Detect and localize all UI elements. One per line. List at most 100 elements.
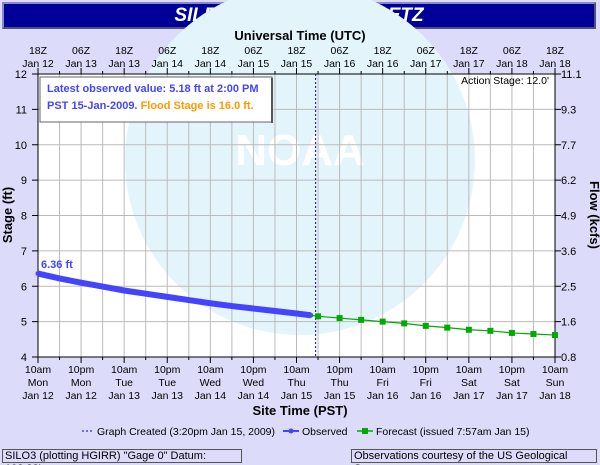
top-tick-label: 06Z	[417, 45, 436, 57]
observed-point	[100, 284, 106, 290]
y-tick-label: 8	[21, 211, 27, 223]
bottom-tick-label: Mon	[71, 377, 92, 389]
top-tick-label: Jan 16	[324, 58, 356, 70]
observed-point	[143, 291, 149, 297]
legend-observed: Observed	[302, 426, 348, 438]
top-tick-label: 18Z	[115, 45, 134, 57]
top-tick-label: Jan 15	[281, 58, 313, 70]
top-tick-label: Jan 12	[22, 58, 54, 70]
forecast-point	[379, 318, 386, 325]
bottom-tick-label: Jan 13	[151, 390, 183, 402]
bottom-tick-label: 10am	[111, 364, 138, 376]
legend-forecast: Forecast (issued 7:57am Jan 15)	[376, 426, 530, 438]
bottom-tick-label: Thu	[287, 377, 305, 389]
forecast-point	[422, 322, 429, 329]
y-axis-label: Stage (ft)	[0, 187, 15, 243]
top-tick-label: Jan 14	[195, 58, 227, 70]
bottom-tick-label: Wed	[200, 377, 222, 389]
top-tick-label: 18Z	[287, 45, 306, 57]
top-tick-label: Jan 16	[367, 58, 399, 70]
bottom-tick-label: Jan 15	[324, 390, 356, 402]
forecast-point	[336, 315, 343, 322]
y2-tick-label: 4.9	[561, 211, 576, 223]
bottom-tick-label: Jan 16	[367, 390, 399, 402]
latest-observed-date: PST 15-Jan-2009. Flood Stage is 16.0 ft.	[47, 100, 254, 112]
bottom-tick-label: 10pm	[326, 364, 353, 376]
top-tick-label: Jan 17	[410, 58, 442, 70]
forecast-point	[465, 326, 472, 333]
forecast-point	[552, 332, 558, 339]
top-tick-label: Jan 14	[151, 58, 183, 70]
legend-forecast-marker	[362, 428, 368, 434]
legend-observed-marker	[288, 428, 294, 434]
bottom-tick-label: Jan 18	[539, 390, 571, 402]
y-tick-label: 12	[15, 69, 27, 81]
action-stage-label: Action Stage: 12.0'	[461, 75, 549, 87]
y2-tick-label: 3.6	[561, 246, 576, 258]
bottom-tick-label: 10pm	[154, 364, 181, 376]
top-tick-label: 06Z	[331, 45, 350, 57]
legend-graph-created: Graph Created (3:20pm Jan 15, 2009)	[97, 426, 275, 438]
bottom-tick-label: 10am	[197, 364, 224, 376]
observed-point	[207, 300, 213, 306]
bottom-tick-label: Thu	[331, 377, 349, 389]
observed-point	[186, 297, 192, 303]
y2-tick-label: 1.6	[561, 317, 576, 329]
bottom-tick-label: Sat	[461, 377, 477, 389]
bottom-tick-label: Sun	[546, 377, 565, 389]
top-tick-label: Jan 13	[65, 58, 97, 70]
top-tick-label: Jan 13	[108, 58, 140, 70]
observed-point	[35, 271, 41, 277]
bottom-tick-label: Wed	[243, 377, 265, 389]
bottom-tick-label: Jan 16	[410, 390, 442, 402]
top-tick-label: 06Z	[244, 45, 263, 57]
top-tick-label: 18Z	[460, 45, 479, 57]
forecast-point	[487, 327, 494, 334]
bottom-tick-label: Jan 12	[22, 390, 54, 402]
x-axis-label: Site Time (PST)	[252, 403, 347, 418]
y2-tick-label: 0.8	[561, 352, 576, 364]
forecast-point	[530, 331, 537, 338]
y-tick-label: 5	[21, 317, 27, 329]
top-tick-label: Jan 17	[453, 58, 485, 70]
y-tick-label: 9	[21, 175, 27, 187]
observed-point	[250, 306, 256, 312]
bottom-tick-label: Jan 17	[453, 390, 485, 402]
bottom-tick-label: Jan 14	[238, 390, 270, 402]
bottom-tick-label: Jan 13	[108, 390, 140, 402]
y-tick-label: 7	[21, 246, 27, 258]
y2-tick-label: 6.2	[561, 175, 576, 187]
bottom-tick-label: 10pm	[240, 364, 267, 376]
source-credit: Observations courtesy of the US Geologic…	[351, 449, 597, 465]
y-tick-label: 11	[16, 104, 27, 116]
bottom-tick-label: 10am	[542, 364, 569, 376]
bottom-tick-label: Tue	[158, 377, 176, 389]
observed-point	[57, 275, 63, 281]
forecast-point	[315, 313, 322, 320]
latest-observed-text: Latest observed value: 5.18 ft at 2:00 P…	[47, 83, 259, 95]
max-value-label: 6.36 ft	[41, 259, 73, 271]
bottom-tick-label: Jan 14	[195, 390, 227, 402]
y-tick-label: 4	[21, 352, 27, 364]
observed-point	[229, 303, 235, 309]
gage-info: SILO3 (plotting HGIRR) "Gage 0" Datum: 1…	[2, 449, 242, 465]
observed-point	[78, 280, 84, 286]
y2-tick-label: 2.5	[561, 281, 576, 293]
observed-line	[37, 270, 312, 319]
observed-point	[121, 287, 127, 293]
y2-axis-label: Flow (kcfs)	[587, 181, 600, 249]
bottom-tick-label: 10am	[283, 364, 310, 376]
forecast-point	[508, 329, 515, 336]
top-tick-label: 06Z	[72, 45, 91, 57]
top-tick-label: Jan 18	[496, 58, 528, 70]
observed-point	[272, 308, 278, 314]
y-tick-label: 6	[21, 281, 27, 293]
top-tick-label: 06Z	[158, 45, 177, 57]
top-tick-label: 18Z	[546, 45, 565, 57]
bottom-tick-label: Fri	[377, 377, 389, 389]
bottom-tick-label: Jan 17	[496, 390, 528, 402]
forecast-point	[401, 320, 408, 327]
info-box	[39, 76, 273, 123]
